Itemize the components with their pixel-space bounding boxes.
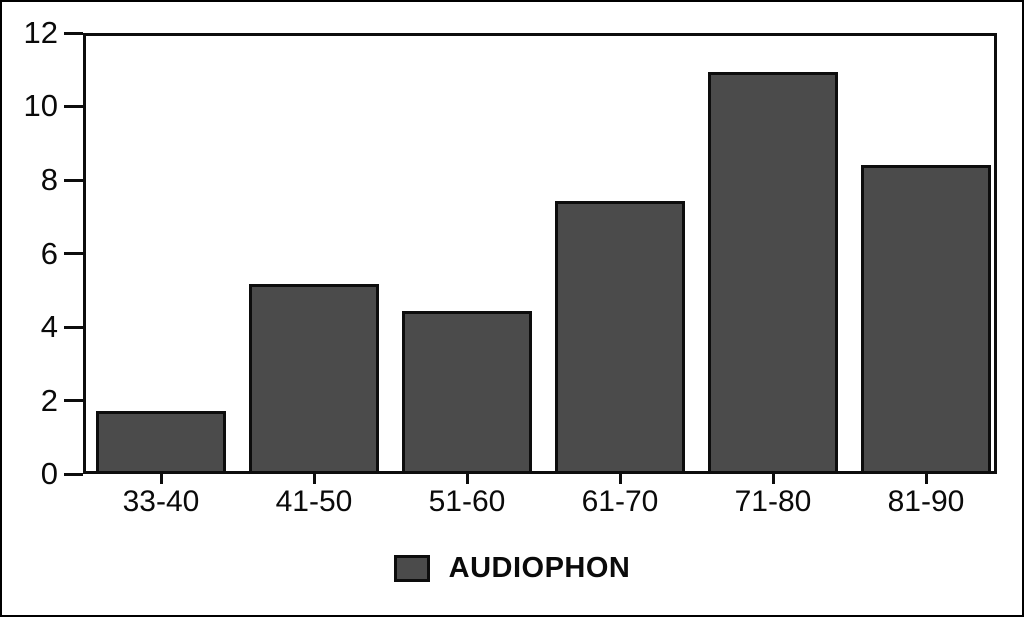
- y-tick-label-8: 8: [40, 162, 58, 197]
- bar-71-80: [708, 72, 838, 471]
- x-tick-61-70: [619, 474, 622, 484]
- y-tick-label-10: 10: [23, 88, 58, 123]
- bar-33-40: [96, 411, 226, 471]
- x-tick-41-50: [313, 474, 316, 484]
- x-tick-label-51-60: 51-60: [428, 485, 506, 518]
- plot-area: [83, 33, 997, 474]
- x-tick-label-33-40: 33-40: [122, 485, 200, 518]
- y-tick-6: [64, 252, 83, 255]
- x-tick-51-60: [466, 474, 469, 484]
- x-tick-label-81-90: 81-90: [887, 485, 965, 518]
- x-tick-71-80: [772, 474, 775, 484]
- y-tick-0: [64, 473, 83, 476]
- bar-61-70: [555, 201, 685, 471]
- x-tick-label-71-80: 71-80: [734, 485, 812, 518]
- y-tick-12: [64, 32, 83, 35]
- legend: AUDIOPHON: [2, 552, 1022, 585]
- y-tick-4: [64, 326, 83, 329]
- x-tick-81-90: [925, 474, 928, 484]
- legend-label: AUDIOPHON: [448, 552, 631, 584]
- y-tick-2: [64, 399, 83, 402]
- x-tick-33-40: [160, 474, 163, 484]
- x-tick-label-61-70: 61-70: [581, 485, 659, 518]
- y-tick-label-6: 6: [40, 236, 58, 271]
- bar-51-60: [402, 311, 532, 471]
- y-tick-label-0: 0: [40, 456, 58, 491]
- y-tick-label-4: 4: [40, 309, 58, 344]
- y-tick-label-12: 12: [23, 15, 58, 50]
- y-tick-8: [64, 179, 83, 182]
- x-tick-label-41-50: 41-50: [275, 485, 353, 518]
- bar-41-50: [249, 284, 379, 471]
- y-tick-label-2: 2: [40, 383, 58, 418]
- bar-81-90: [861, 165, 991, 471]
- legend-swatch-icon: [393, 555, 430, 582]
- y-tick-10: [64, 105, 83, 108]
